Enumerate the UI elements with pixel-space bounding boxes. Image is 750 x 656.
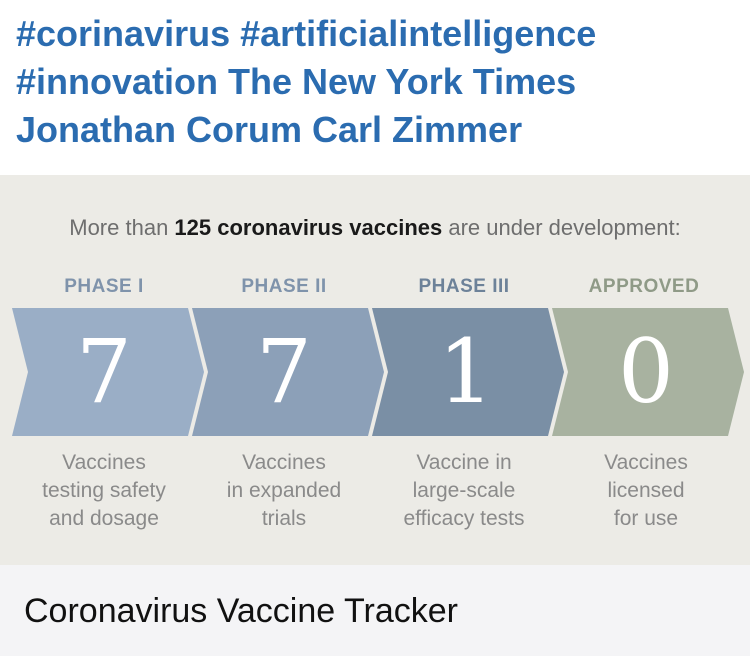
mention-nytimes[interactable]: The New York Times — [228, 61, 577, 102]
hashtag-innovation[interactable]: #innovation — [16, 61, 219, 102]
phase-arrows — [12, 308, 744, 436]
phase-2-desc-line: Vaccines — [242, 451, 326, 474]
phase-1-arrow — [12, 308, 204, 436]
phase-3-description: Vaccine in large-scale efficacy tests — [374, 449, 554, 533]
link-card-footer[interactable]: Coronavirus Vaccine Tracker — [0, 565, 750, 656]
mention-authors[interactable]: Jonathan Corum Carl Zimmer — [16, 109, 523, 150]
headline-prefix: More than — [69, 215, 175, 240]
approved-label: APPROVED — [588, 276, 700, 297]
phase-3-desc-line: large-scale — [412, 479, 516, 502]
phase-3-label: PHASE III — [418, 276, 510, 297]
phase-3-desc-line: efficacy tests — [403, 507, 525, 530]
phase-1-desc-line: Vaccines — [62, 451, 146, 474]
phase-1-count: 7 — [76, 320, 132, 423]
phase-2-label: PHASE II — [241, 276, 327, 297]
link-card-title[interactable]: Coronavirus Vaccine Tracker — [24, 592, 458, 630]
phase-3-arrow — [372, 308, 564, 436]
hashtag-artificialintelligence[interactable]: #artificialintelligence — [240, 13, 597, 54]
phase-1-desc-line: testing safety — [42, 479, 166, 502]
phase-1-label: PHASE I — [64, 276, 144, 297]
headline-suffix: are under development: — [442, 215, 681, 240]
headline-highlight: 125 coronavirus vaccines — [174, 215, 443, 240]
phase-3-count: 1 — [438, 320, 494, 423]
phase-2-desc-line: trials — [261, 507, 307, 530]
approved-desc-line: licensed — [607, 479, 685, 502]
approved-description: Vaccines licensed for use — [556, 449, 736, 533]
link-card-image[interactable]: More than 125 coronavirus vaccines are u… — [0, 175, 750, 565]
phase-2-arrow — [192, 308, 384, 436]
approved-desc-line: Vaccines — [604, 451, 688, 474]
phase-2-desc-line: in expanded — [226, 479, 342, 502]
infographic-headline: More than 125 coronavirus vaccines are u… — [0, 215, 750, 241]
phase-3-desc-line: Vaccine in — [416, 451, 512, 474]
phase-2-count: 7 — [256, 320, 312, 423]
tweet-text: #corinavirus #artificialintelligence #in… — [16, 10, 736, 154]
approved-count: 0 — [618, 320, 674, 423]
phase-1-desc-line: and dosage — [49, 507, 159, 530]
hashtag-corinavirus[interactable]: #corinavirus — [16, 13, 231, 54]
phase-1-description: Vaccines testing safety and dosage — [14, 449, 194, 533]
approved-arrow — [552, 308, 744, 436]
approved-desc-line: for use — [613, 507, 679, 530]
phase-2-description: Vaccines in expanded trials — [194, 449, 374, 533]
